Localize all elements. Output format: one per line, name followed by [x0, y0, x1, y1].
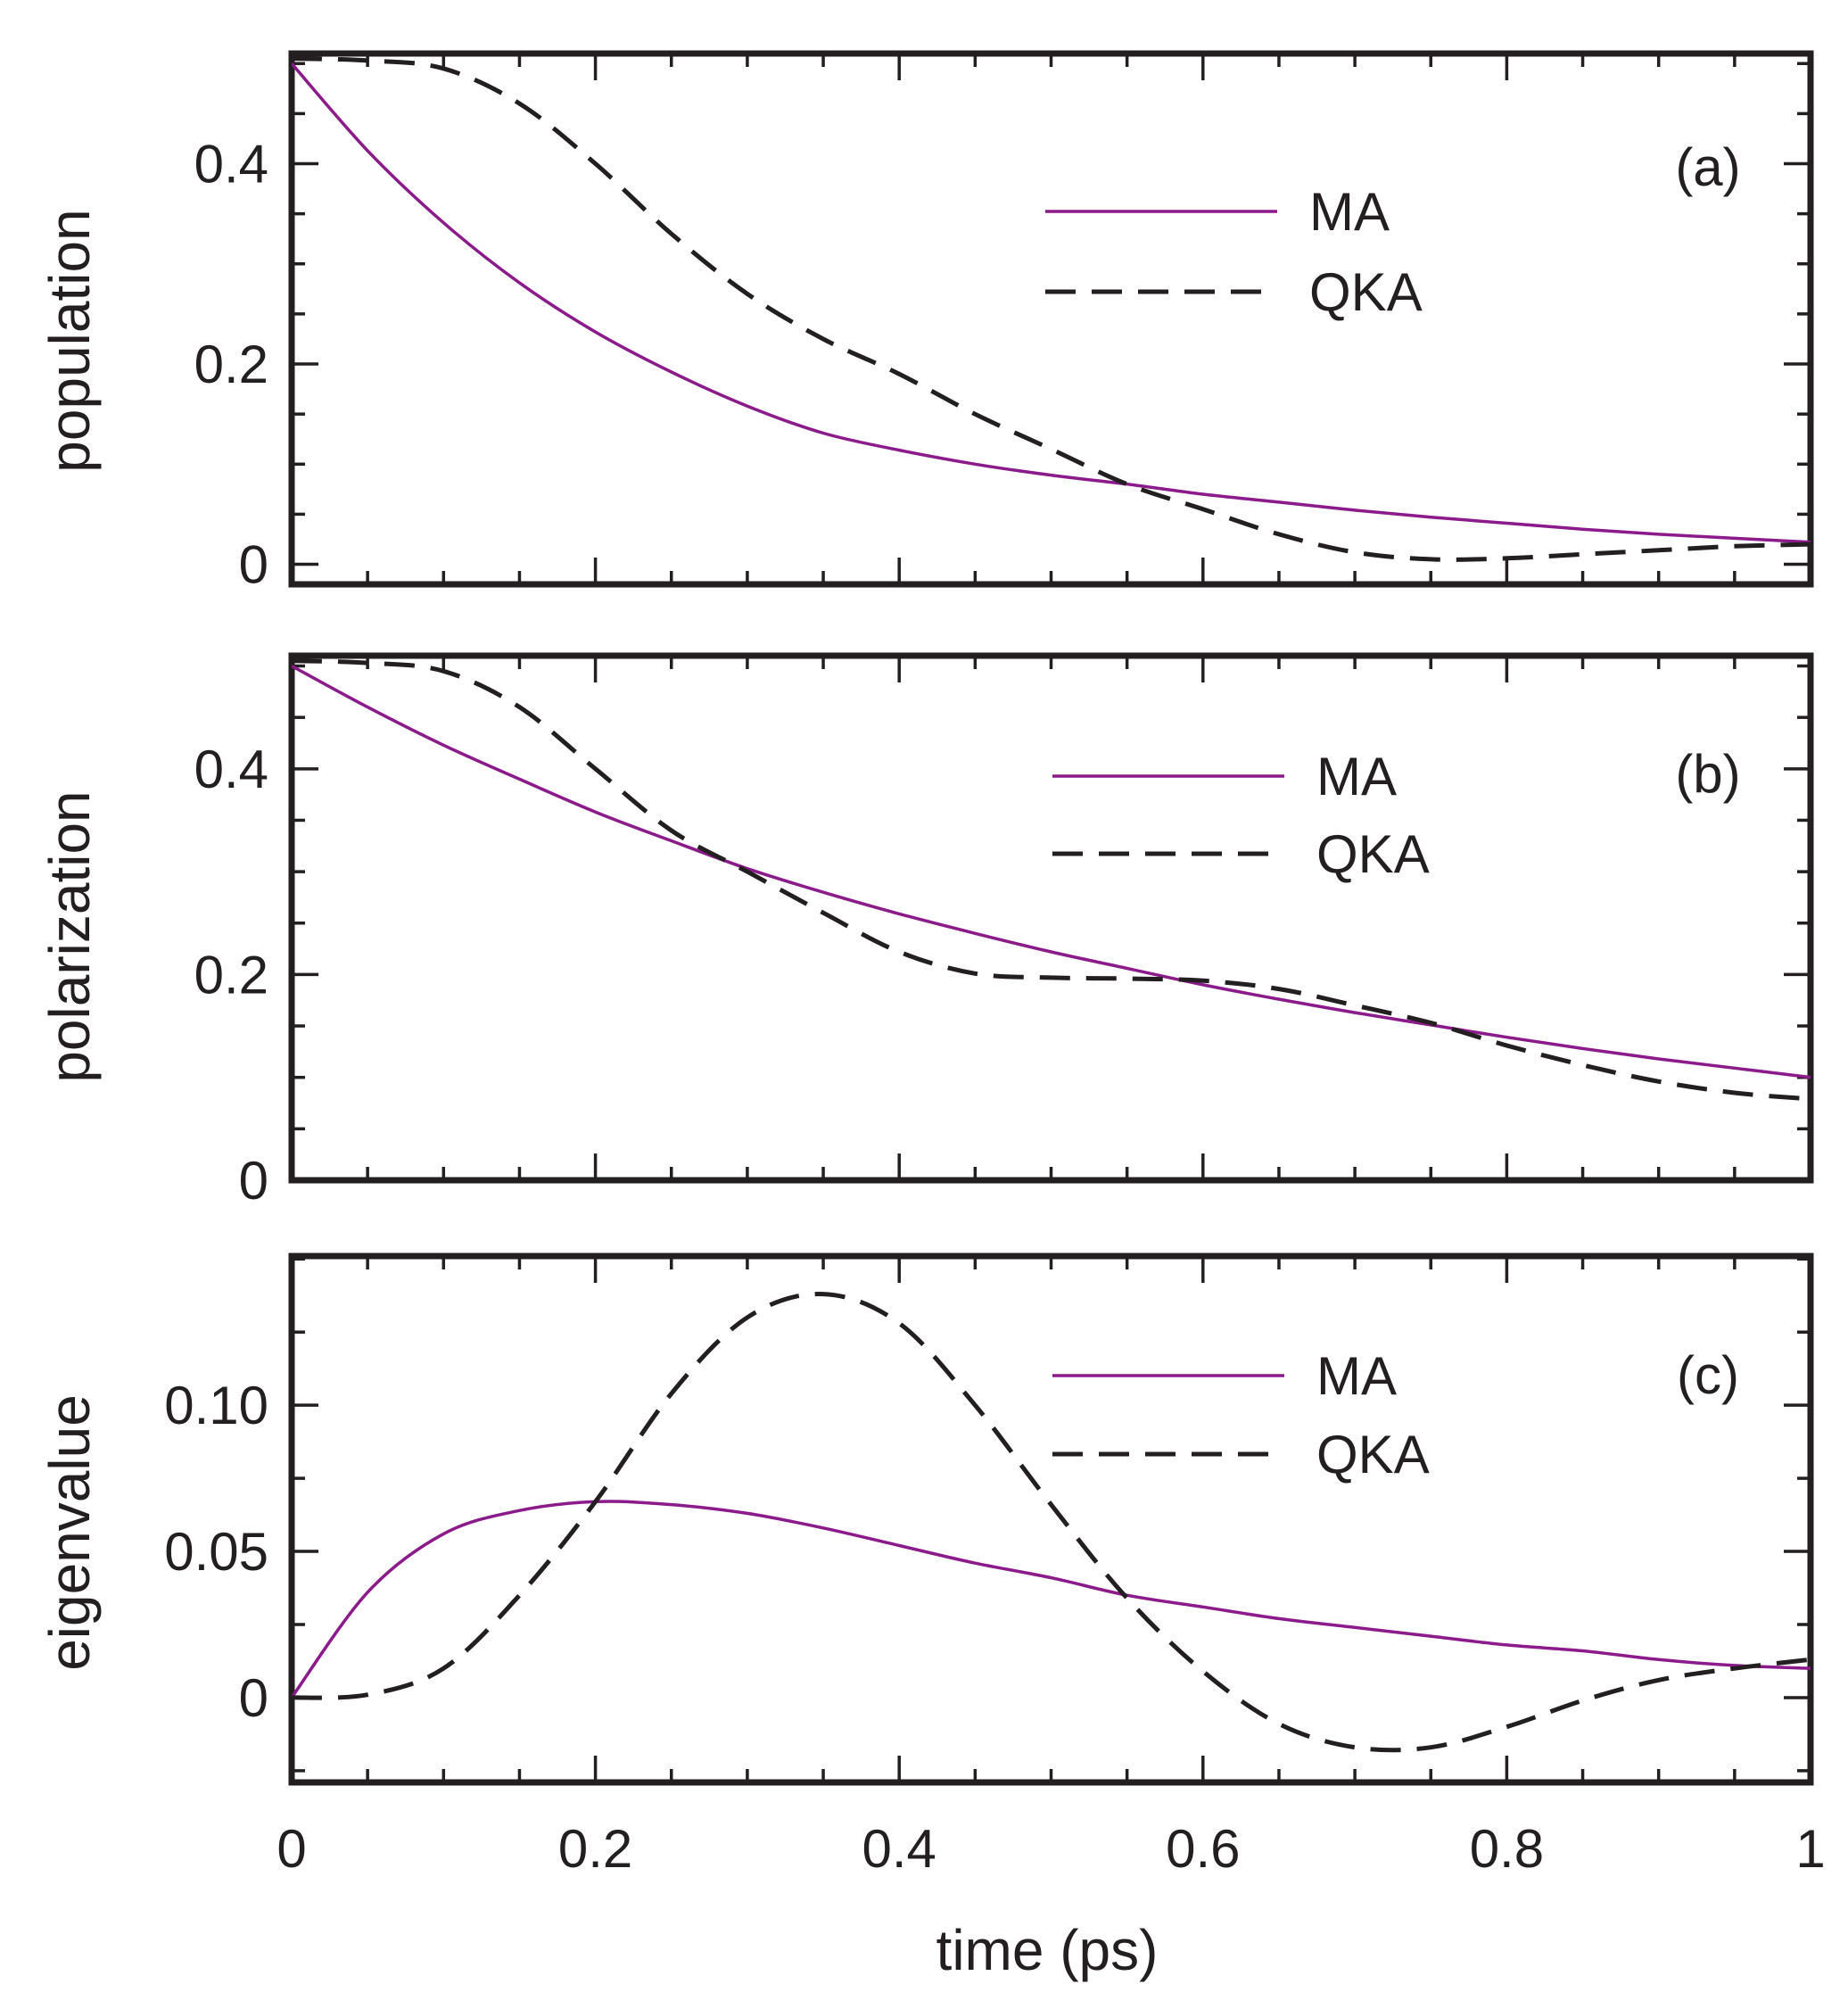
legend-label-ma: MA: [1316, 1346, 1397, 1406]
y-tick-label: 0: [239, 1151, 268, 1211]
series-line-qka: [292, 658, 1811, 1102]
series-line-ma: [292, 62, 1811, 544]
panel-label: (c): [1677, 1345, 1739, 1405]
x-tick-label: 0.4: [862, 1819, 936, 1879]
y-axis-title: eigenvalue: [37, 1394, 102, 1671]
y-axis-title: population: [37, 209, 102, 472]
y-tick-label: 0.05: [164, 1522, 268, 1582]
y-tick-label: 0: [239, 1668, 268, 1728]
legend-label-qka: QKA: [1309, 262, 1423, 322]
series-line-ma: [292, 1500, 1811, 1699]
x-tick-label: 0.2: [558, 1819, 632, 1879]
panel-c: (c) eigenvalue time (ps) MA QKA 0 0.05 0.1…: [37, 1253, 1826, 1982]
series-line-ma: [292, 664, 1811, 1079]
y-tick-label: 0.4: [194, 134, 268, 194]
x-tick-label: 1: [1795, 1819, 1825, 1879]
panel-label: (a): [1675, 137, 1740, 197]
panel-label: (b): [1675, 744, 1740, 804]
x-tick-label: 0.8: [1470, 1819, 1544, 1879]
x-axis-title: time (ps): [936, 1918, 1159, 1982]
legend-label-qka: QKA: [1316, 824, 1430, 884]
legend-label-ma: MA: [1316, 747, 1397, 806]
x-tick-label: 0: [276, 1819, 306, 1879]
legend-label-qka: QKA: [1316, 1425, 1430, 1484]
y-tick-label: 0: [239, 535, 268, 595]
panel-b: (b) polarization MA QKA 0 0.2 0.4: [37, 652, 1814, 1211]
y-tick-label: 0.2: [194, 335, 268, 394]
series-line-qka: [292, 1292, 1811, 1753]
y-axis-title: polarization: [37, 790, 102, 1082]
x-tick-label: 0.6: [1166, 1819, 1240, 1879]
plot-frame: [288, 652, 1814, 1184]
y-tick-label: 0.10: [164, 1376, 268, 1435]
y-tick-label: 0.2: [194, 945, 268, 1004]
y-tick-label: 0.4: [194, 740, 268, 799]
series-line-qka: [292, 56, 1811, 562]
plot-frame: [288, 1253, 1814, 1786]
panel-a: (a) population MA QKA 0 0.2 0.4: [37, 50, 1814, 595]
plot-frame: [288, 50, 1814, 588]
legend-label-ma: MA: [1309, 182, 1390, 242]
